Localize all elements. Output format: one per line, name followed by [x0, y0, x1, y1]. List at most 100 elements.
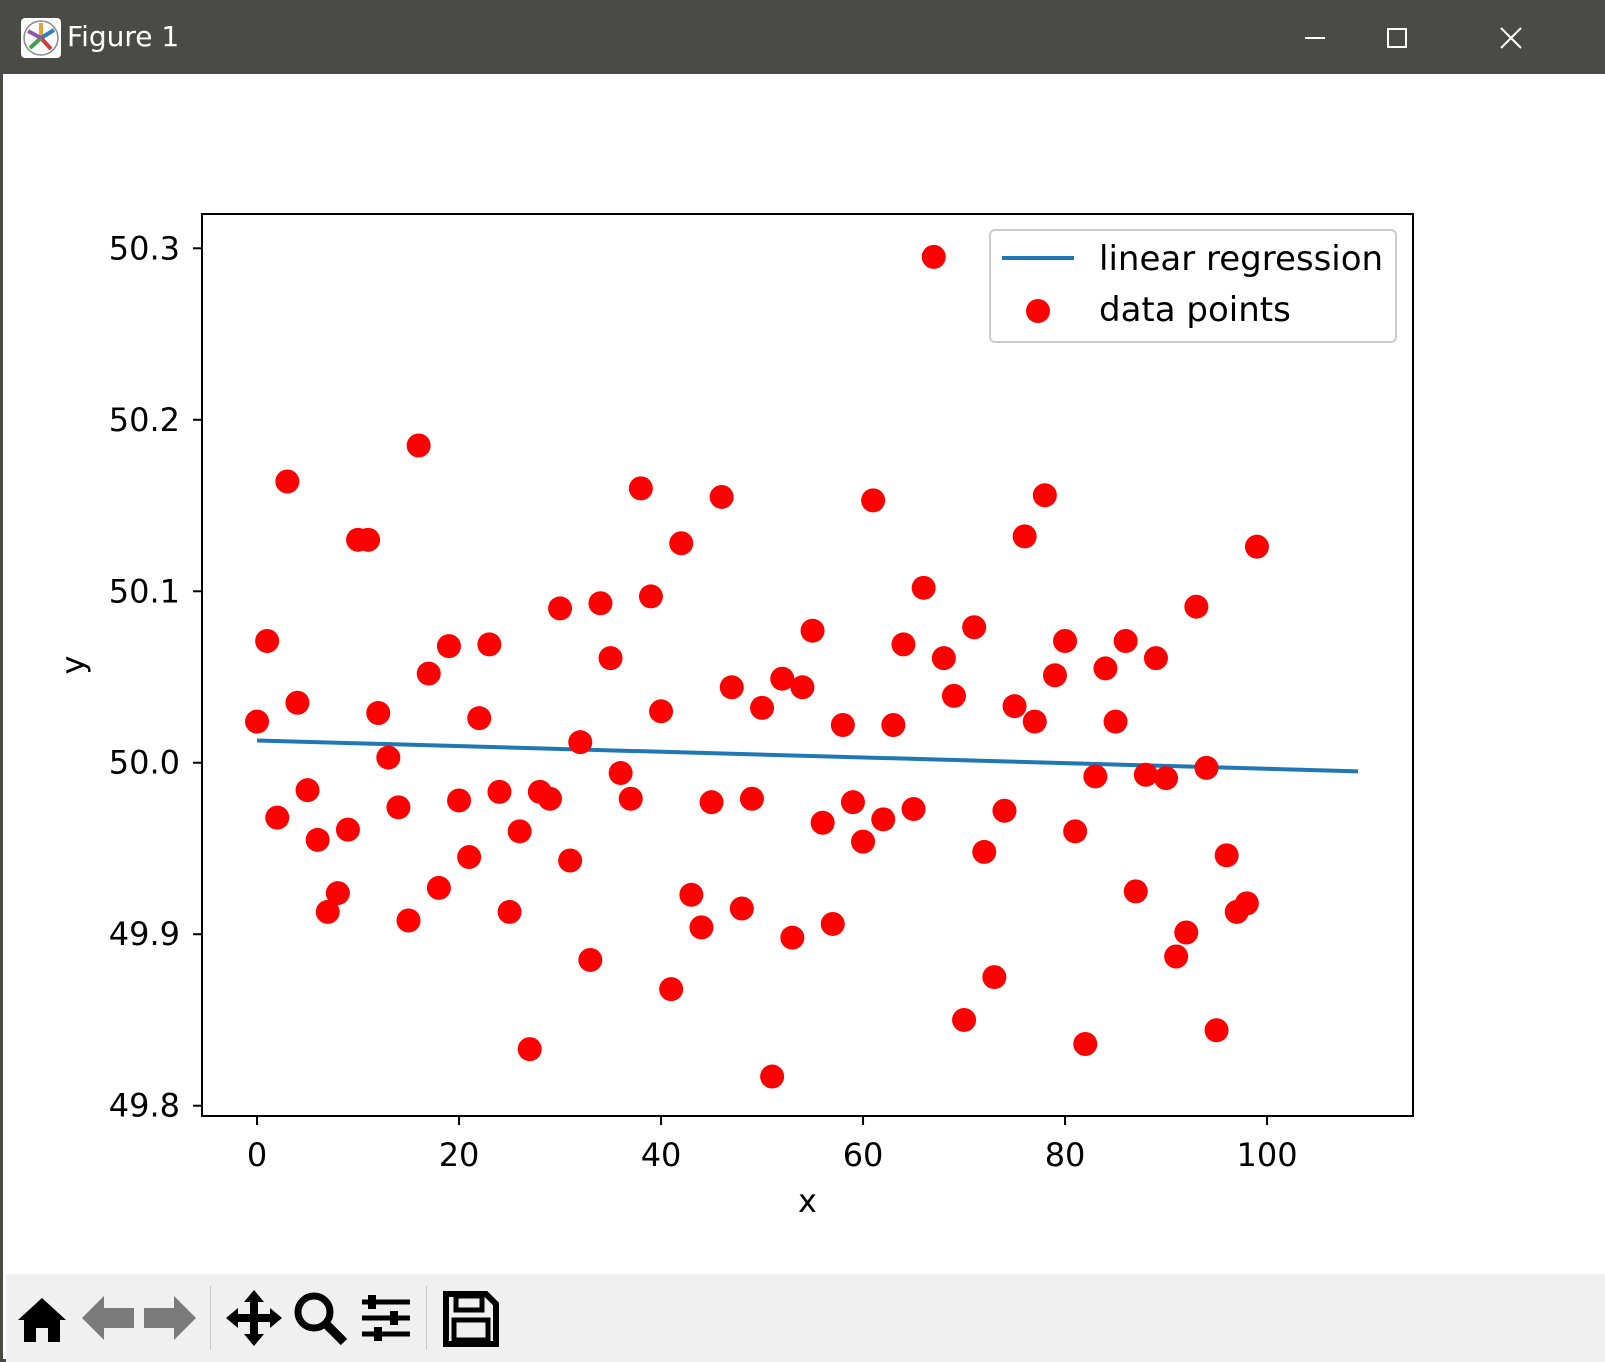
- data-point: [315, 899, 340, 924]
- data-point: [366, 701, 391, 726]
- data-point: [770, 666, 795, 691]
- save-button[interactable]: [438, 1286, 502, 1350]
- data-point: [992, 798, 1017, 823]
- data-point: [376, 745, 401, 770]
- zoom-button[interactable]: [288, 1286, 352, 1350]
- data-point: [649, 699, 674, 724]
- data-point: [598, 646, 623, 671]
- data-point: [558, 848, 583, 873]
- data-point: [1022, 709, 1047, 734]
- data-point: [719, 675, 744, 700]
- data-point: [739, 786, 764, 811]
- data-point: [830, 713, 855, 738]
- data-point: [669, 531, 694, 556]
- data-point: [1204, 1018, 1229, 1043]
- zoom-icon: [294, 1292, 348, 1346]
- data-point: [790, 675, 815, 700]
- data-point: [305, 827, 330, 852]
- close-icon: [1500, 27, 1522, 49]
- x-tick-label: 0: [247, 1136, 267, 1174]
- navigation-toolbar: [6, 1274, 1605, 1362]
- data-point: [416, 661, 441, 686]
- y-tick-label: 50.3: [109, 229, 180, 267]
- data-point: [436, 634, 461, 659]
- data-point: [638, 584, 663, 609]
- data-point: [1123, 879, 1148, 904]
- data-point: [679, 882, 704, 907]
- regression-line: [256, 738, 1359, 774]
- maximize-button[interactable]: [1373, 0, 1489, 74]
- data-point: [871, 807, 896, 832]
- data-point: [1083, 764, 1108, 789]
- back-arrow-icon: [82, 1296, 134, 1340]
- y-tick-label: 50.0: [109, 744, 180, 782]
- close-button[interactable]: [1489, 0, 1605, 74]
- data-point: [709, 484, 734, 509]
- data-point: [911, 575, 936, 600]
- data-point: [1093, 656, 1118, 681]
- x-tick-label: 80: [1045, 1136, 1086, 1174]
- data-point: [1032, 483, 1057, 508]
- data-point: [810, 810, 835, 835]
- data-point: [901, 797, 926, 822]
- data-point: [800, 618, 825, 643]
- y-tick-label: 49.9: [109, 915, 180, 953]
- data-point: [618, 786, 643, 811]
- data-point: [608, 761, 633, 786]
- legend-box: [989, 229, 1397, 343]
- data-point: [921, 244, 946, 269]
- data-point: [840, 790, 865, 815]
- data-point: [1194, 755, 1219, 780]
- data-point: [780, 925, 805, 950]
- data-point: [406, 433, 431, 458]
- data-point: [1002, 694, 1027, 719]
- data-point: [255, 628, 280, 653]
- minimize-button[interactable]: [1257, 0, 1373, 74]
- data-point: [1133, 762, 1158, 787]
- data-point: [931, 646, 956, 671]
- data-point: [497, 899, 522, 924]
- data-point: [1143, 646, 1168, 671]
- data-point: [689, 915, 714, 940]
- data-point: [467, 706, 492, 731]
- plot-svg: 0 20 40 60 80 100 49.8 49.9 50.0 50.1 50.2 50.3 x y…: [54, 213, 1414, 1220]
- figure-canvas[interactable]: 0 20 40 60 80 100 49.8 49.9 50.0 50.1 50.2 50.3 x y…: [6, 74, 1605, 1274]
- y-tick-label: 49.8: [109, 1087, 180, 1125]
- data-point: [1164, 944, 1189, 969]
- x-tick-label: 20: [439, 1136, 480, 1174]
- data-point: [396, 908, 421, 933]
- x-axis-label: x: [798, 1182, 817, 1220]
- data-point: [457, 845, 482, 870]
- data-point: [1042, 663, 1067, 688]
- forward-button[interactable]: [138, 1286, 202, 1350]
- data-point: [548, 596, 573, 621]
- data-point: [1113, 628, 1138, 653]
- home-button[interactable]: [10, 1286, 74, 1350]
- x-tick-label: 40: [641, 1136, 682, 1174]
- data-point: [386, 795, 411, 820]
- pan-button[interactable]: [222, 1286, 286, 1350]
- data-point: [245, 709, 270, 734]
- data-point: [820, 911, 845, 936]
- data-point: [537, 786, 562, 811]
- data-point: [861, 488, 886, 513]
- toolbar-separator: [426, 1286, 427, 1350]
- data-point: [275, 469, 300, 494]
- data-point: [982, 965, 1007, 990]
- save-icon: [443, 1291, 499, 1347]
- configure-subplots-button[interactable]: [354, 1286, 418, 1350]
- legend: linear regression data points: [989, 229, 1397, 343]
- data-point: [1214, 843, 1239, 868]
- data-point: [1234, 891, 1259, 916]
- data-point: [1063, 819, 1088, 844]
- data-point: [699, 790, 724, 815]
- data-point: [1154, 766, 1179, 791]
- plot-area: [245, 244, 1359, 1089]
- data-point: [295, 778, 320, 803]
- data-point: [972, 839, 997, 864]
- configure-subplots-icon: [362, 1295, 410, 1341]
- data-point: [568, 730, 593, 755]
- data-point: [952, 1007, 977, 1032]
- title-bar[interactable]: Figure 1: [3, 0, 1605, 74]
- back-button[interactable]: [76, 1286, 140, 1350]
